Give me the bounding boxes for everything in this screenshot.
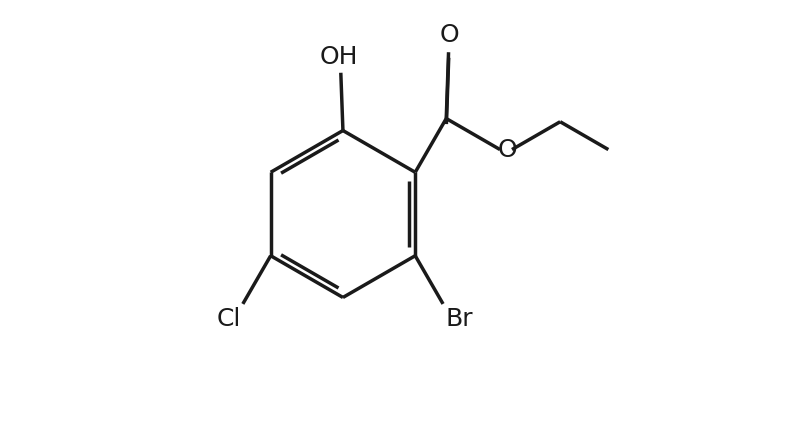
Text: O: O <box>440 23 459 47</box>
Text: Cl: Cl <box>216 307 241 331</box>
Text: OH: OH <box>319 45 358 69</box>
Text: O: O <box>498 137 518 161</box>
Text: Br: Br <box>446 307 473 331</box>
